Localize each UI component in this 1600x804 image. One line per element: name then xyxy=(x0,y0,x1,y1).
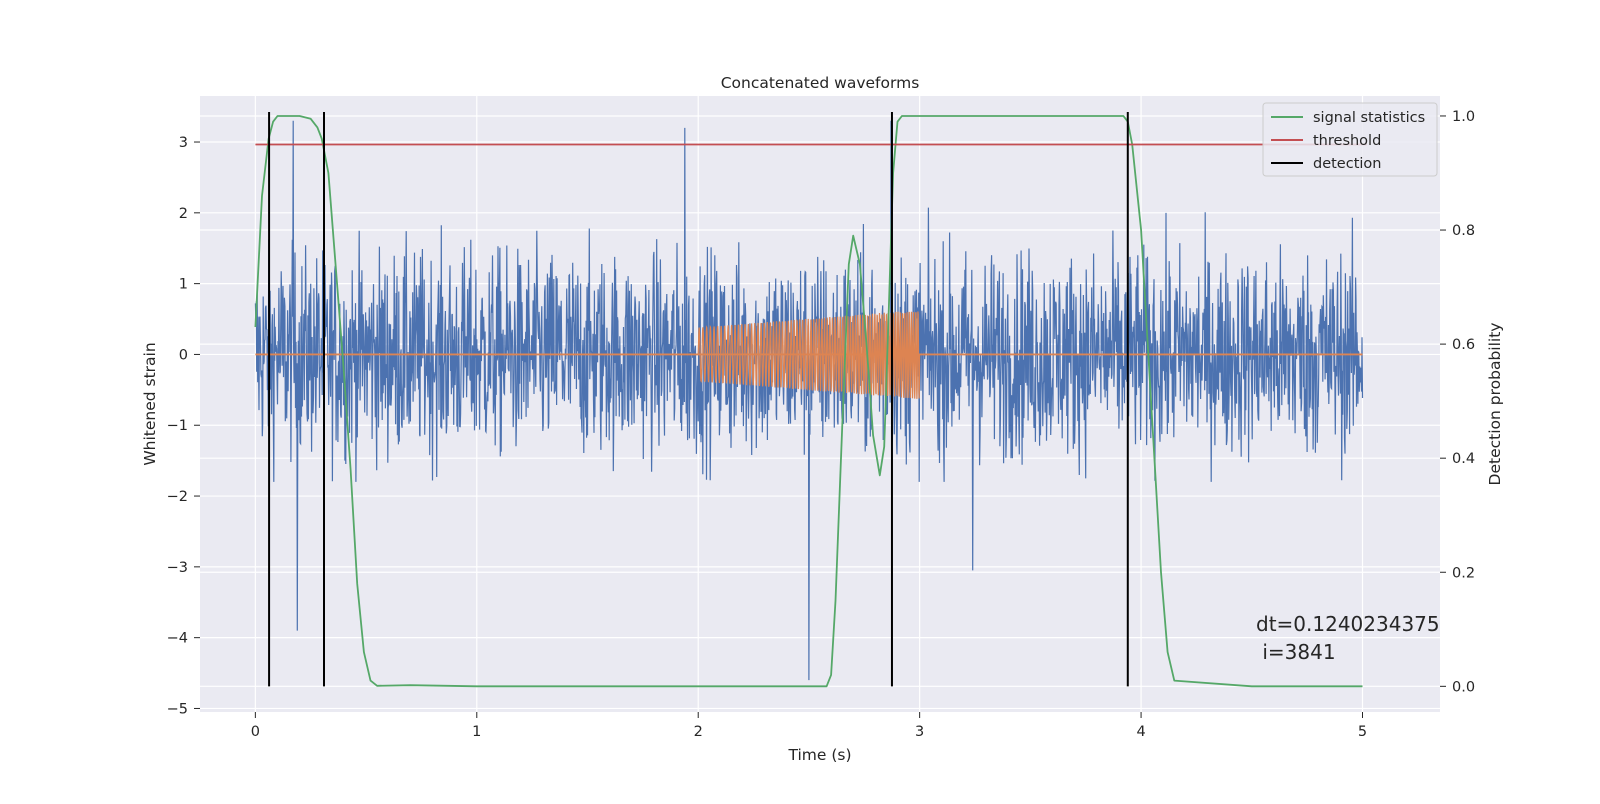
y2-tick-label: 0.6 xyxy=(1452,337,1475,353)
legend-box xyxy=(1262,102,1438,177)
y-axis-label: Whitened strain xyxy=(141,342,159,465)
y-tick-label: 3 xyxy=(179,135,188,151)
x-tick-label: 4 xyxy=(1136,724,1145,740)
annotation-index: i=3841 xyxy=(1256,640,1336,664)
y-axis-left: 3 2 1 0 −1 −2 −3 −4 −5 xyxy=(167,135,200,717)
y-tick-label: −5 xyxy=(167,701,188,717)
legend-label-detection: detection xyxy=(1313,156,1381,172)
y-tick-label: −4 xyxy=(167,631,188,647)
y2-tick-label: 0.8 xyxy=(1452,223,1475,239)
y2-tick-label: 1.0 xyxy=(1452,109,1475,125)
x-axis-label: Time (s) xyxy=(787,746,851,764)
series-injected-chirp-line xyxy=(697,311,921,399)
series-signal-statistics-line xyxy=(254,115,1363,688)
annotation-dt: dt=0.1240234375 xyxy=(1256,612,1440,636)
series-whitened-strain-line xyxy=(254,120,1364,681)
y-axis-right: 1.0 0.8 0.6 0.4 0.2 0.0 xyxy=(1440,109,1475,695)
x-tick-label: 5 xyxy=(1358,724,1367,740)
y2-axis-label: Detection probability xyxy=(1486,323,1504,486)
legend: signal statistics threshold detection xyxy=(1262,102,1438,177)
y-tick-label: −3 xyxy=(167,560,188,576)
y-tick-label: 2 xyxy=(179,206,188,222)
y2-tick-label: 0.4 xyxy=(1452,451,1475,467)
x-axis: 0 1 2 3 4 5 xyxy=(251,712,1367,740)
y2-tick-label: 0.0 xyxy=(1452,679,1475,695)
y-tick-label: 0 xyxy=(179,347,188,363)
y-tick-label: 1 xyxy=(179,277,188,293)
y-tick-label: −2 xyxy=(167,489,188,505)
x-tick-label: 1 xyxy=(472,724,481,740)
x-tick-label: 3 xyxy=(915,724,924,740)
y-tick-label: −1 xyxy=(167,418,188,434)
plot-area xyxy=(254,111,1367,688)
y2-tick-label: 0.2 xyxy=(1452,565,1475,581)
chart-title: Concatenated waveforms xyxy=(721,74,920,92)
legend-label-threshold: threshold xyxy=(1313,133,1381,149)
x-tick-label: 0 xyxy=(251,724,260,740)
legend-label-signal-statistics: signal statistics xyxy=(1313,110,1425,126)
x-tick-label: 2 xyxy=(694,724,703,740)
